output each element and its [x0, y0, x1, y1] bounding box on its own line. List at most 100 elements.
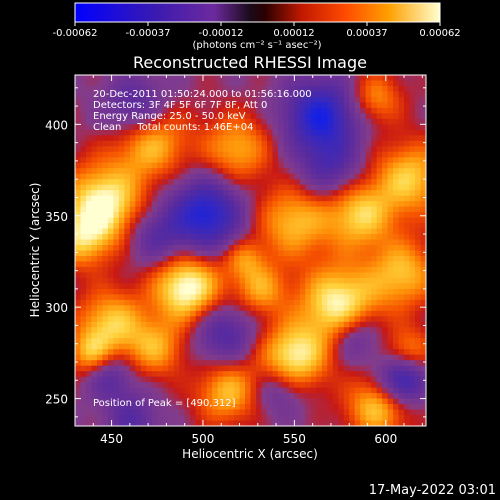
heatmap-cell	[135, 245, 142, 252]
heatmap-cell	[85, 299, 93, 306]
heatmap-cell	[294, 217, 301, 224]
heatmap-cell	[283, 404, 290, 411]
heatmap-cell	[239, 349, 246, 356]
heatmap-cell	[398, 316, 405, 323]
heatmap-cell	[113, 327, 120, 334]
heatmap-cell	[195, 107, 202, 114]
heatmap-cell	[201, 360, 208, 367]
heatmap-cell	[173, 371, 180, 378]
heatmap-cell	[376, 316, 383, 323]
heatmap-cell	[168, 277, 175, 285]
chart-title: Reconstructed RHESSI Image	[133, 53, 367, 72]
heatmap-cell	[223, 316, 230, 323]
heatmap-cell	[255, 124, 263, 131]
heatmap-cell	[415, 184, 422, 191]
heatmap-cell	[360, 299, 367, 306]
heatmap-cell	[80, 195, 87, 202]
heatmap-cell	[354, 250, 361, 257]
heatmap-cell	[409, 234, 416, 241]
heatmap-cell	[157, 140, 164, 147]
heatmap-cell	[393, 305, 400, 312]
heatmap-cell	[118, 272, 125, 279]
heatmap-cell	[146, 234, 153, 241]
heatmap-cell	[288, 75, 295, 82]
heatmap-cell	[151, 162, 158, 169]
heatmap-cell	[107, 212, 114, 219]
heatmap-cell	[299, 129, 306, 136]
heatmap-cell	[277, 266, 285, 274]
heatmap-cell	[91, 124, 98, 131]
heatmap-cell	[250, 91, 257, 98]
heatmap-cell	[80, 234, 87, 241]
heatmap-cell	[294, 261, 301, 268]
heatmap-cell	[299, 212, 306, 219]
heatmap-cell	[96, 173, 104, 180]
heatmap-cell	[223, 223, 230, 230]
heatmap-cell	[212, 217, 219, 224]
heatmap-cell	[387, 157, 394, 164]
heatmap-cell	[124, 266, 131, 274]
heatmap-cell	[118, 261, 125, 268]
heatmap-cell	[393, 135, 400, 142]
heatmap-cell	[360, 157, 367, 164]
heatmap-cell	[113, 310, 120, 317]
heatmap-cell	[321, 332, 328, 339]
heatmap-cell	[206, 277, 213, 285]
heatmap-cell	[338, 107, 345, 114]
heatmap-cell	[96, 327, 104, 334]
heatmap-cell	[201, 206, 208, 213]
heatmap-cell	[426, 382, 432, 388]
heatmap-cell	[277, 190, 285, 197]
heatmap-cell	[354, 387, 361, 394]
heatmap-cell	[343, 168, 350, 175]
heatmap-cell	[195, 201, 202, 208]
heatmap-cell	[404, 118, 411, 125]
heatmap-cell	[184, 173, 191, 180]
heatmap-cell	[283, 393, 290, 400]
heatmap-cell	[294, 228, 301, 235]
heatmap-cell	[316, 245, 323, 252]
heatmap-cell	[288, 338, 295, 345]
heatmap-cell	[255, 250, 263, 257]
heatmap-cell	[294, 299, 301, 306]
heatmap-cell	[371, 151, 378, 158]
heatmap-cell	[365, 173, 372, 180]
heatmap-cell	[283, 409, 290, 416]
heatmap-cell	[190, 283, 197, 290]
heatmap-cell	[223, 201, 230, 208]
heatmap-cell	[360, 113, 367, 120]
heatmap-cell	[387, 255, 394, 263]
heatmap-cell	[201, 277, 208, 285]
heatmap-cell	[349, 239, 356, 246]
heatmap-cell	[420, 261, 426, 268]
heatmap-cell	[184, 206, 191, 213]
heatmap-cell	[321, 190, 328, 197]
heatmap-cell	[332, 206, 339, 213]
heatmap-cell	[420, 316, 426, 323]
heatmap-cell	[85, 91, 93, 98]
heatmap-cell	[91, 102, 98, 109]
heatmap-cell	[80, 179, 87, 186]
heatmap-cell	[349, 206, 356, 213]
y-tick-label: 400	[45, 118, 68, 132]
heatmap-cell	[387, 354, 394, 361]
heatmap-cell	[75, 354, 82, 361]
heatmap-cell	[146, 327, 153, 334]
heatmap-cell	[420, 255, 426, 263]
heatmap-cell	[102, 365, 109, 372]
heatmap-cell	[85, 354, 93, 361]
heatmap-cell	[382, 146, 389, 153]
heatmap-cell	[360, 398, 367, 405]
heatmap-cell	[190, 168, 197, 175]
heatmap-cell	[404, 107, 411, 114]
heatmap-cell	[426, 130, 432, 136]
heatmap-cell	[146, 184, 153, 191]
heatmap-cell	[173, 310, 180, 317]
heatmap-cell	[404, 272, 411, 279]
heatmap-cell	[151, 261, 158, 268]
heatmap-cell	[354, 206, 361, 213]
heatmap-cell	[426, 377, 432, 383]
heatmap-cell	[277, 140, 285, 147]
heatmap-cell	[354, 190, 361, 197]
heatmap-cell	[228, 107, 235, 114]
